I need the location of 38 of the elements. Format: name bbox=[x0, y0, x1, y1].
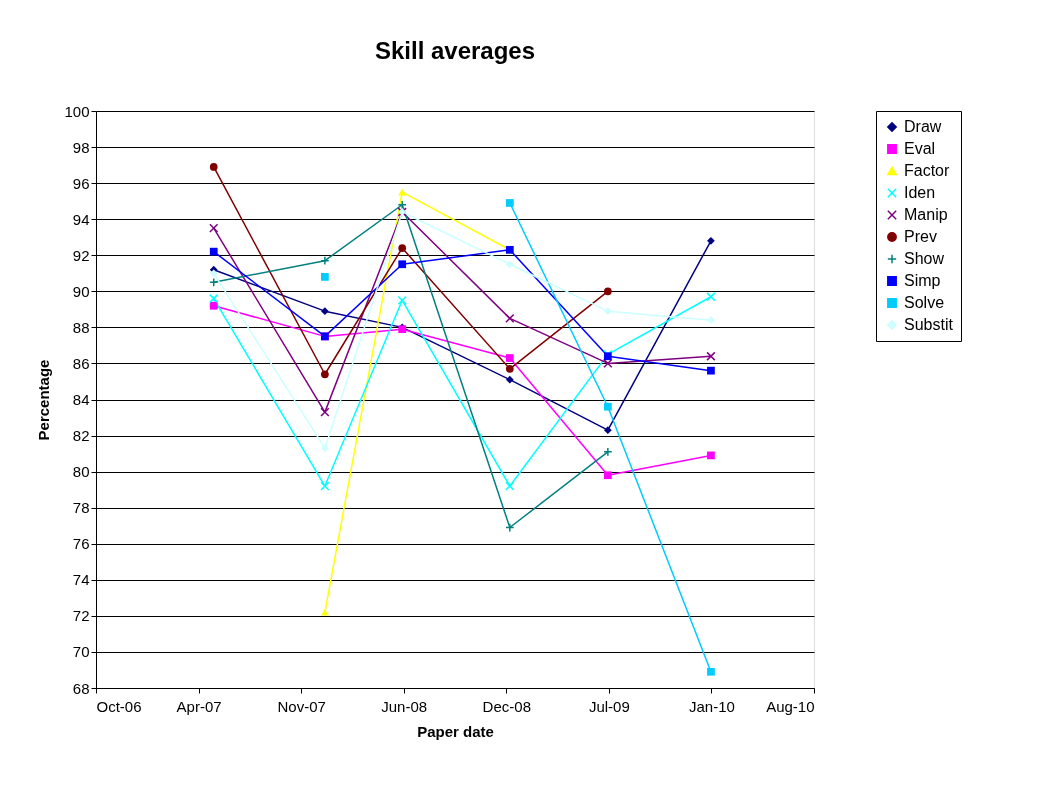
y-tick-label: 92 bbox=[72, 246, 90, 264]
x-tick-label: Jul-09 bbox=[588, 697, 630, 715]
x-tick-label: Apr-07 bbox=[176, 697, 222, 715]
legend-label: Simp bbox=[904, 272, 941, 289]
x-tick-label: Oct-06 bbox=[96, 697, 142, 715]
legend-label: Manip bbox=[904, 206, 948, 223]
y-tick-label: 72 bbox=[72, 607, 90, 625]
y-tick-label: 90 bbox=[72, 282, 90, 300]
x-tick-label: Nov-07 bbox=[277, 697, 326, 715]
legend-label: Eval bbox=[904, 140, 936, 157]
chart-title: Skill averages bbox=[374, 37, 536, 64]
y-tick-label: 84 bbox=[72, 391, 90, 408]
legend-label: Factor bbox=[904, 162, 951, 179]
y-tick-label: 80 bbox=[72, 463, 90, 481]
y-tick-label: 94 bbox=[72, 210, 90, 228]
x-tick-label: Aug-10 bbox=[766, 697, 815, 715]
y-tick-label: 86 bbox=[72, 354, 90, 372]
legend-label: Solve bbox=[904, 294, 945, 311]
legend-label: Draw bbox=[904, 118, 942, 135]
legend-label: Show bbox=[904, 250, 945, 267]
y-tick-label: 88 bbox=[72, 318, 90, 336]
y-tick-label: 78 bbox=[72, 499, 90, 517]
y-tick-label: 70 bbox=[72, 643, 90, 661]
y-tick-label: 68 bbox=[72, 679, 90, 697]
y-tick-label: 74 bbox=[72, 571, 90, 589]
x-tick-label: Jan-10 bbox=[688, 697, 735, 715]
x-tick-label: Dec-08 bbox=[482, 697, 531, 715]
legend-label: Substit bbox=[904, 316, 954, 333]
y-tick-label: 82 bbox=[72, 427, 90, 445]
y-tick-label: 98 bbox=[72, 138, 90, 156]
y-tick-label: 96 bbox=[72, 174, 90, 192]
legend-label: Iden bbox=[904, 184, 936, 201]
y-tick-label: 100 bbox=[64, 102, 90, 120]
y-tick-label: 76 bbox=[72, 535, 90, 553]
x-axis-title: Paper date bbox=[417, 722, 494, 740]
legend-label: Prev bbox=[904, 228, 937, 245]
x-tick-label: Jun-08 bbox=[381, 697, 428, 715]
y-axis-title: Percentage bbox=[35, 359, 53, 441]
